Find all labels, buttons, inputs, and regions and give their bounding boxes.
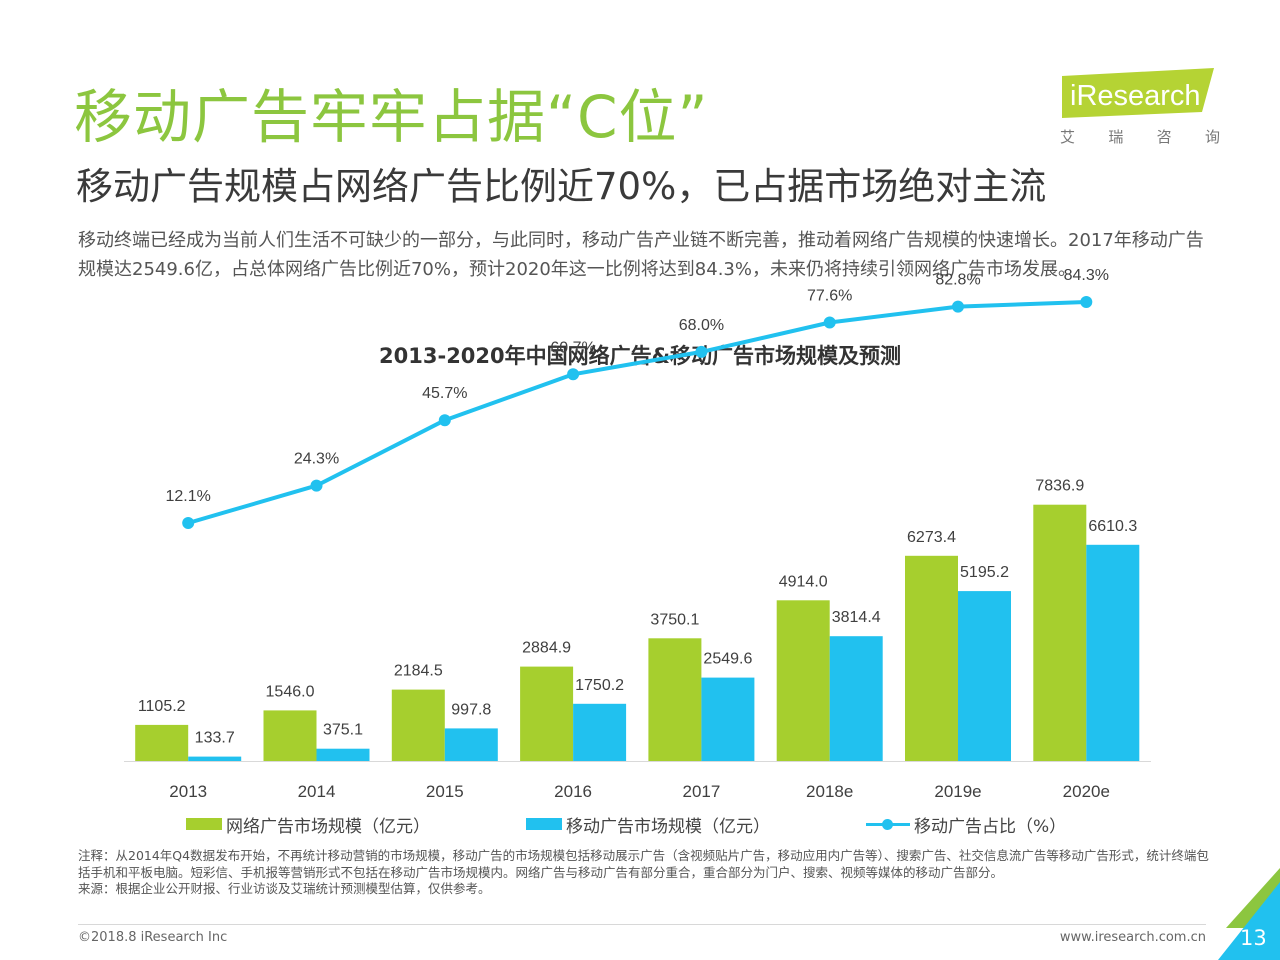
legend-item-share: 移动广告占比（%）: [866, 812, 1066, 837]
bar-mobile-2016: [573, 703, 627, 761]
share-point-2020e: [1080, 296, 1093, 308]
slide-subtitle: 移动广告规模占网络广告比例近70%，已占据市场绝对主流: [76, 165, 1047, 208]
bar-mobile-2013: [188, 756, 242, 761]
share-point-2019e: [952, 300, 964, 313]
logo-tagline: 艾 瑞 咨 询: [1060, 126, 1220, 147]
legend-item-total: 网络广告市场规模（亿元）: [186, 812, 430, 837]
website-link[interactable]: www.iresearch.com.cn: [1059, 930, 1206, 945]
data-label-mobile-2014: 375.1: [323, 722, 363, 739]
logo-text: iResearch: [1070, 80, 1201, 112]
bar-total-2013: [135, 724, 189, 761]
bar-total-2019e: [905, 555, 958, 761]
share-label-2019e: 82.8%: [935, 272, 980, 289]
data-label-total-2020e: 7836.9: [1035, 478, 1084, 495]
data-label-mobile-2020e: 6610.3: [1088, 518, 1137, 535]
bar-mobile-2017: [701, 677, 755, 761]
share-point-2015: [438, 414, 451, 427]
bar-total-2016: [520, 666, 574, 761]
legend-item-mobile: 移动广告市场规模（亿元）: [526, 812, 770, 837]
legend-line-marker-icon: [866, 818, 910, 830]
corner-decoration: [1218, 868, 1280, 960]
slide-body-text: 移动终端已经成为当前人们生活不可缺少的一部分，与此同时，移动广告产业链不断完善，…: [78, 230, 1204, 280]
share-point-2017: [695, 345, 708, 358]
data-label-mobile-2017: 2549.6: [703, 651, 752, 668]
bar-mobile-2019e: [958, 591, 1011, 761]
x-tick-label-2018e: 2018e: [806, 782, 853, 801]
share-point-2016: [567, 368, 580, 381]
data-label-total-2016: 2884.9: [522, 640, 571, 657]
legend-label: 移动广告市场规模（亿元）: [566, 816, 770, 837]
bar-total-2018e: [776, 600, 830, 761]
footer-divider: [78, 924, 1206, 925]
logo-tagline-char: 艾: [1060, 128, 1076, 146]
data-label-mobile-2018e: 3814.4: [832, 609, 881, 626]
page-number: 13: [1240, 926, 1267, 950]
share-point-2018e: [823, 316, 836, 329]
data-label-total-2017: 3750.1: [650, 611, 699, 628]
footnote-source: 来源：根据企业公开财报、行业访谈及艾瑞统计预测模型估算，仅供参考。: [78, 881, 491, 896]
logo-tagline-char: 咨: [1156, 128, 1172, 146]
share-label-2013: 12.1%: [166, 488, 211, 505]
x-tick-label-2014: 2014: [298, 782, 336, 801]
legend-label: 移动广告占比（%）: [914, 816, 1067, 837]
bar-total-2020e: [1033, 504, 1087, 761]
share-label-2014: 24.3%: [294, 451, 339, 468]
data-label-total-2013: 1105.2: [138, 698, 186, 715]
share-label-2017: 68.0%: [679, 317, 724, 334]
data-label-mobile-2016: 1750.2: [575, 677, 624, 694]
bar-mobile-2015: [444, 728, 498, 761]
share-label-2018e: 77.6%: [807, 288, 852, 305]
bar-total-2017: [648, 638, 702, 761]
legend-swatch-green: [186, 818, 222, 830]
data-label-mobile-2015: 997.8: [451, 701, 491, 718]
share-label-2016: 60.7%: [550, 339, 595, 356]
data-label-total-2019e: 6273.4: [907, 529, 956, 546]
legend-label: 网络广告市场规模（亿元）: [226, 816, 430, 837]
slide-title: 移动广告牢牢占据“C位”: [74, 83, 709, 151]
share-line: [187, 300, 1087, 525]
share-point-2013: [182, 517, 195, 529]
bar-total-2015: [391, 689, 445, 761]
legend-swatch-blue: [526, 818, 562, 830]
x-tick-label-2016: 2016: [554, 782, 592, 801]
iresearch-logo: iResearch: [1062, 68, 1214, 118]
x-tick-label-2020e: 2020e: [1063, 782, 1110, 801]
bar-mobile-2018e: [829, 636, 883, 761]
chart-legend: 网络广告市场规模（亿元） 移动广告市场规模（亿元） 移动广告占比（%）: [186, 812, 1066, 837]
bar-mobile-2014: [316, 748, 370, 761]
data-label-total-2014: 1546.0: [266, 683, 315, 700]
logo-tagline-char: 询: [1204, 128, 1220, 146]
logo-tagline-char: 瑞: [1108, 128, 1124, 146]
footnotes: 注释：从2014年Q4数据发布开始，不再统计移动营销的市场规模，移动广告的市场规…: [78, 848, 1218, 898]
data-label-mobile-2019e: 5195.2: [960, 564, 1009, 581]
bar-total-2014: [263, 710, 317, 761]
x-tick-label-2019e: 2019e: [934, 782, 981, 801]
data-label-mobile-2013: 133.7: [195, 730, 235, 747]
copyright-text: ©2018.8 iResearch Inc: [78, 930, 228, 945]
footnote-note: 注释：从2014年Q4数据发布开始，不再统计移动营销的市场规模，移动广告的市场规…: [78, 848, 1209, 880]
data-label-total-2015: 2184.5: [394, 663, 443, 680]
share-label-2020e: 84.3%: [1064, 267, 1109, 284]
share-point-2014: [310, 479, 323, 492]
share-label-2015: 45.7%: [422, 385, 467, 402]
x-tick-label-2015: 2015: [426, 782, 464, 801]
data-label-total-2018e: 4914.0: [779, 573, 828, 590]
x-tick-label-2017: 2017: [682, 782, 720, 801]
x-tick-label-2013: 2013: [169, 782, 207, 801]
bar-mobile-2020e: [1086, 544, 1140, 761]
